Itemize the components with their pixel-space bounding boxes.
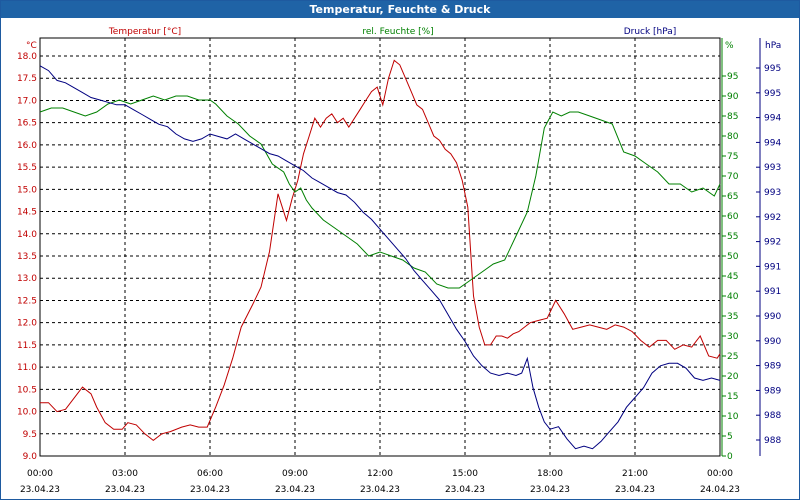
x-tick-date: 23.04.23 [190,485,230,495]
humidity-tick: 60 [727,212,739,222]
temperature-tick: 17.0 [17,96,37,106]
pressure-tick: 992 [764,213,781,223]
x-tick-time: 09:00 [282,469,308,479]
temperature-tick: 13.0 [17,274,37,284]
x-tick-date: 23.04.23 [360,485,400,495]
x-tick-time: 06:00 [197,469,223,479]
temperature-tick: 16.5 [17,119,37,129]
temperature-tick: 17.5 [17,74,37,84]
pressure-tick: 988 [764,436,781,446]
x-tick-time: 03:00 [112,469,138,479]
temperature-series-line [40,59,721,442]
x-tick-time: 00:00 [707,469,733,479]
pressure-tick: 993 [764,163,781,173]
axes: 00:00 23.04.23 03:00 23.04.23 06:00 23.04.23 0… [17,38,781,495]
temperature-tick: 11.0 [17,363,37,373]
x-tick-date: 23.04.23 [530,485,570,495]
x-tick-time: 15:00 [452,469,478,479]
pressure-tick: 991 [764,287,781,297]
pressure-tick: 991 [764,262,781,272]
pressure-tick: 989 [764,386,781,396]
temperature-tick: 16.0 [17,141,37,151]
humidity-tick: 55 [727,232,738,242]
humidity-tick: 90 [727,92,739,102]
pressure-tick: 990 [764,337,781,347]
humidity-tick: 95 [727,72,738,82]
temperature-tick: 18.0 [17,52,37,62]
temperature-tick: 10.0 [17,408,37,418]
axis-labels: Temperatur [°C] rel. Feuchte [%] Druck [… [26,27,781,51]
humidity-tick: 15 [727,392,738,402]
pressure-tick: 988 [764,411,781,421]
pressure-tick: 994 [764,114,781,124]
humidity-tick: 20 [727,372,739,382]
temperature-tick: 9.0 [23,452,38,462]
humidity-series-line [39,95,721,289]
pressure-tick: 992 [764,238,781,248]
pressure-series-line [39,65,721,450]
humidity-tick: 80 [727,132,739,142]
temperature-tick: 11.5 [17,341,37,351]
humidity-tick: 35 [727,312,738,322]
pressure-axis-label: Druck [hPa] [624,27,677,37]
pressure-tick: 990 [764,312,781,322]
x-tick-date: 23.04.23 [20,485,60,495]
series [39,59,721,450]
humidity-tick: 75 [727,152,738,162]
humidity-tick: 10 [727,412,739,422]
pressure-tick: 995 [764,89,781,99]
humidity-tick: 0 [727,452,733,462]
humidity-tick: 25 [727,352,738,362]
pressure-unit-label: hPa [765,41,781,51]
humidity-unit-label: % [725,41,734,51]
humidity-tick: 70 [727,172,739,182]
humidity-axis-label: rel. Feuchte [%] [362,27,433,37]
temperature-tick: 12.5 [17,296,37,306]
chart-title: Temperatur, Feuchte & Druck [1,1,799,18]
pressure-tick: 989 [764,362,781,372]
temperature-tick: 13.5 [17,252,37,262]
humidity-tick: 45 [727,272,738,282]
x-tick-time: 00:00 [27,469,53,479]
temperature-tick: 14.0 [17,230,37,240]
pressure-tick: 995 [764,64,781,74]
temperature-axis-label: Temperatur [°C] [108,27,181,37]
x-tick-time: 21:00 [622,469,648,479]
x-tick-time: 18:00 [537,469,563,479]
x-tick-time: 12:00 [367,469,393,479]
temperature-tick: 15.5 [17,163,37,173]
temperature-tick: 9.5 [23,430,37,440]
humidity-tick: 30 [727,332,739,342]
temperature-tick: 10.5 [17,385,37,395]
humidity-tick: 85 [727,112,738,122]
humidity-tick: 5 [727,432,733,442]
pressure-tick: 994 [764,138,781,148]
humidity-tick: 40 [727,292,739,302]
temperature-tick: 12.0 [17,319,37,329]
grid [39,37,721,457]
temperature-tick: 14.5 [17,208,37,218]
humidity-tick: 65 [727,192,738,202]
humidity-tick: 50 [727,252,739,262]
x-tick-date: 23.04.23 [275,485,315,495]
x-tick-date: 24.04.23 [700,485,740,495]
x-tick-date: 23.04.23 [105,485,145,495]
temperature-tick: 15.0 [17,185,37,195]
x-tick-date: 23.04.23 [445,485,485,495]
temperature-unit-label: °C [26,41,37,51]
pressure-tick: 993 [764,188,781,198]
x-tick-date: 23.04.23 [615,485,655,495]
